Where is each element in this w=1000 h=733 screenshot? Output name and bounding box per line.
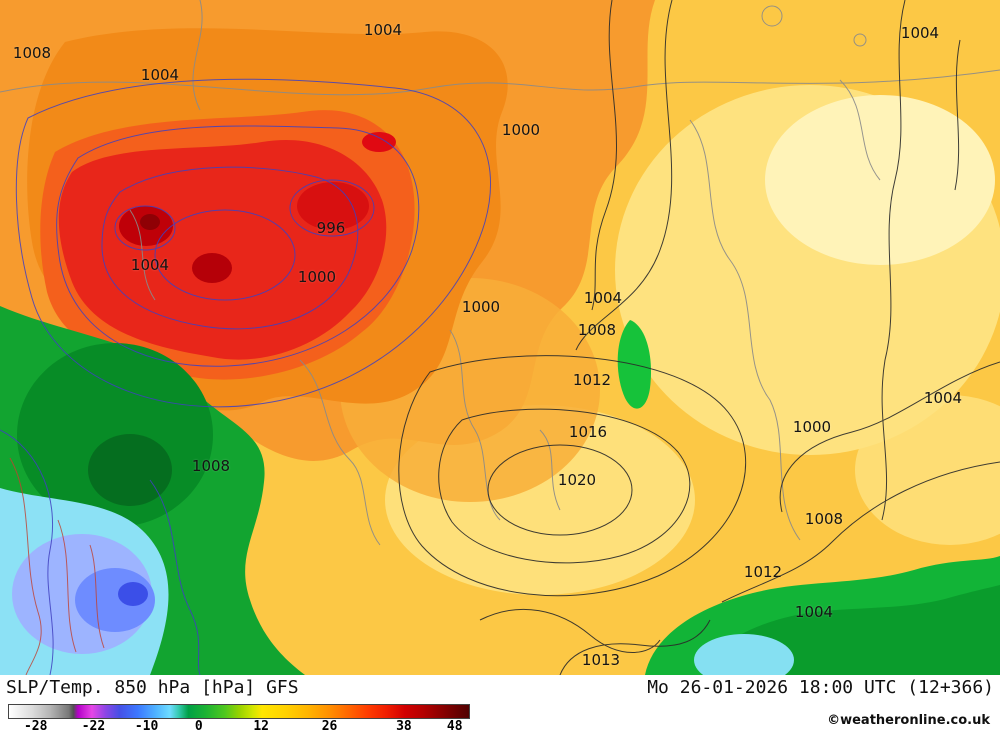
colorbar-tick: 38 xyxy=(396,719,412,733)
colorbar-tick: -22 xyxy=(81,719,106,733)
temp-field-red-patch-top xyxy=(362,132,396,152)
colorbar-tick: 26 xyxy=(321,719,338,733)
temperature-colorbar xyxy=(8,704,470,719)
temp-field-blue-deep xyxy=(118,582,148,606)
colorbar-tick: 0 xyxy=(194,719,203,733)
temp-field-red-core-2 xyxy=(192,253,232,283)
temp-field-red-maroon xyxy=(140,214,160,230)
weather-map: 1004 1008 1004 1004 1000 996 1004 1000 1000 1004 1… xyxy=(0,0,1000,675)
temp-field-cyan-bottom xyxy=(694,634,794,675)
footer: SLP/Temp. 850 hPa [hPa] GFS Mo 26-01-202… xyxy=(0,675,1000,733)
contours-blue xyxy=(0,78,492,675)
colorbar-tick: 12 xyxy=(253,719,269,733)
colorbar-tick: 48 xyxy=(446,719,463,733)
contours-black xyxy=(398,0,1000,675)
temp-field-pale-yellow-3 xyxy=(855,395,1000,545)
contours-red xyxy=(9,457,105,675)
copyright: ©weatheronline.co.uk xyxy=(827,713,990,728)
colorbar-tick: -10 xyxy=(134,719,159,733)
temp-field-green-darker xyxy=(88,434,172,506)
colorbar-tick-row: -28 -22 -10 0 12 26 38 48 xyxy=(8,719,470,733)
contours-gray xyxy=(0,0,1000,546)
footer-titles: SLP/Temp. 850 hPa [hPa] GFS Mo 26-01-202… xyxy=(0,675,1000,698)
map-title: SLP/Temp. 850 hPa [hPa] GFS xyxy=(6,677,299,698)
temp-field-red-core-3 xyxy=(297,182,369,230)
map-datetime: Mo 26-01-2026 18:00 UTC (12+366) xyxy=(647,677,994,698)
colorbar-tick: -28 xyxy=(23,719,48,733)
weather-map-svg xyxy=(0,0,1000,675)
